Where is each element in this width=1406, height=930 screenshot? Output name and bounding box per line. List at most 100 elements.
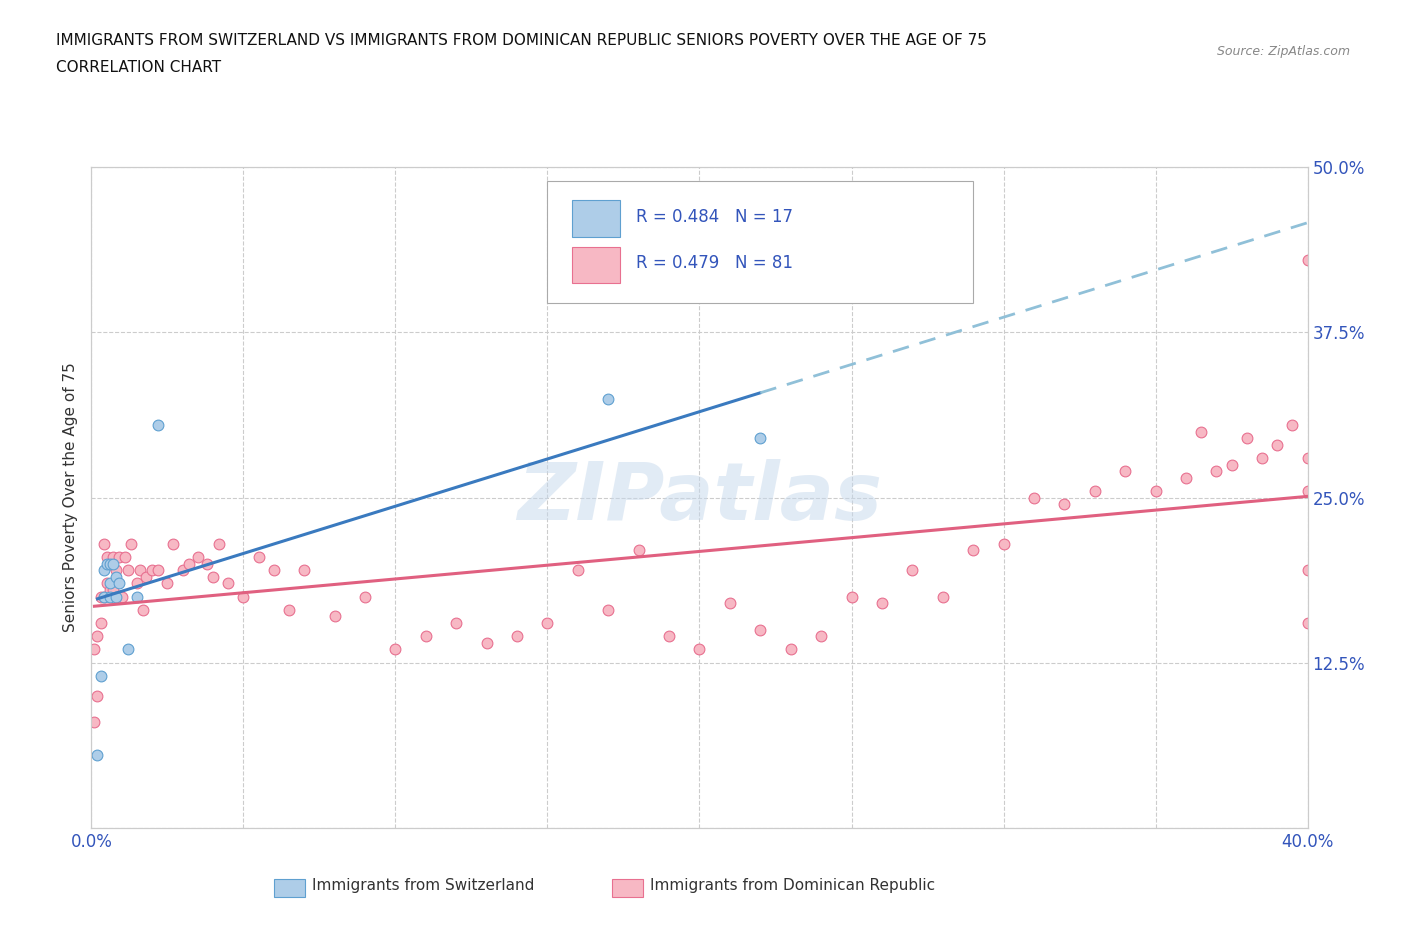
Text: CORRELATION CHART: CORRELATION CHART bbox=[56, 60, 221, 75]
Point bbox=[354, 590, 377, 604]
Point bbox=[93, 537, 115, 551]
Point bbox=[567, 563, 589, 578]
Point bbox=[1084, 484, 1107, 498]
Point bbox=[117, 563, 139, 578]
Point bbox=[1296, 252, 1319, 267]
Point bbox=[292, 563, 315, 578]
Point bbox=[202, 569, 225, 584]
Point bbox=[1174, 471, 1197, 485]
Point bbox=[1205, 464, 1227, 479]
Point bbox=[98, 556, 121, 571]
Point bbox=[86, 748, 108, 763]
Point bbox=[263, 563, 285, 578]
Point bbox=[931, 590, 953, 604]
Point bbox=[627, 543, 650, 558]
Y-axis label: Seniors Poverty Over the Age of 75: Seniors Poverty Over the Age of 75 bbox=[63, 363, 79, 632]
FancyBboxPatch shape bbox=[547, 180, 973, 303]
Point bbox=[208, 537, 231, 551]
Point bbox=[1296, 450, 1319, 465]
Point bbox=[870, 596, 893, 611]
Point bbox=[1265, 437, 1288, 452]
Text: ZIPatlas: ZIPatlas bbox=[517, 458, 882, 537]
Point bbox=[114, 550, 136, 565]
Point bbox=[779, 642, 801, 657]
Point bbox=[172, 563, 194, 578]
Point bbox=[107, 576, 129, 591]
Point bbox=[323, 609, 346, 624]
Point bbox=[993, 537, 1015, 551]
Point bbox=[125, 576, 148, 591]
Point bbox=[718, 596, 741, 611]
Point bbox=[162, 537, 184, 551]
Point bbox=[148, 418, 170, 432]
Point bbox=[1189, 424, 1212, 439]
Point bbox=[98, 582, 121, 597]
Point bbox=[232, 590, 254, 604]
Point bbox=[195, 556, 218, 571]
Point bbox=[598, 392, 620, 406]
Point bbox=[135, 569, 157, 584]
Text: Immigrants from Switzerland: Immigrants from Switzerland bbox=[312, 878, 534, 893]
Point bbox=[101, 582, 124, 597]
Point bbox=[187, 550, 209, 565]
Point bbox=[1144, 484, 1167, 498]
Point bbox=[749, 622, 772, 637]
Point bbox=[658, 629, 681, 644]
Point bbox=[111, 590, 134, 604]
Point bbox=[841, 590, 863, 604]
Text: IMMIGRANTS FROM SWITZERLAND VS IMMIGRANTS FROM DOMINICAN REPUBLIC SENIORS POVERT: IMMIGRANTS FROM SWITZERLAND VS IMMIGRANT… bbox=[56, 33, 987, 47]
Point bbox=[415, 629, 437, 644]
Point bbox=[1296, 616, 1319, 631]
Point bbox=[247, 550, 270, 565]
Point bbox=[125, 590, 148, 604]
Point bbox=[93, 590, 115, 604]
Point bbox=[901, 563, 924, 578]
Point bbox=[1022, 490, 1045, 505]
Point bbox=[98, 590, 121, 604]
Point bbox=[810, 629, 832, 644]
Point bbox=[104, 590, 127, 604]
Point bbox=[98, 556, 121, 571]
FancyBboxPatch shape bbox=[572, 201, 620, 237]
Point bbox=[104, 563, 127, 578]
Point bbox=[475, 635, 498, 650]
Point bbox=[141, 563, 163, 578]
Point bbox=[93, 590, 115, 604]
Point bbox=[278, 603, 301, 618]
Point bbox=[1281, 418, 1303, 432]
Text: Source: ZipAtlas.com: Source: ZipAtlas.com bbox=[1216, 45, 1350, 58]
Point bbox=[132, 603, 155, 618]
Text: R = 0.484   N = 17: R = 0.484 N = 17 bbox=[637, 208, 793, 226]
Point bbox=[217, 576, 239, 591]
Point bbox=[120, 537, 142, 551]
FancyBboxPatch shape bbox=[572, 246, 620, 283]
Text: R = 0.479   N = 81: R = 0.479 N = 81 bbox=[637, 254, 793, 272]
Point bbox=[86, 629, 108, 644]
Point bbox=[129, 563, 152, 578]
Text: Immigrants from Dominican Republic: Immigrants from Dominican Republic bbox=[650, 878, 935, 893]
Point bbox=[1114, 464, 1136, 479]
Point bbox=[598, 603, 620, 618]
Point bbox=[962, 543, 984, 558]
Point bbox=[1251, 450, 1274, 465]
Point bbox=[148, 563, 170, 578]
Point bbox=[83, 714, 105, 729]
Point bbox=[96, 576, 118, 591]
Point bbox=[83, 642, 105, 657]
Point bbox=[1296, 484, 1319, 498]
Point bbox=[101, 550, 124, 565]
Point bbox=[688, 642, 710, 657]
Point bbox=[98, 576, 121, 591]
Point bbox=[1053, 497, 1076, 512]
Point bbox=[1296, 563, 1319, 578]
Point bbox=[749, 431, 772, 445]
Point bbox=[177, 556, 200, 571]
Point bbox=[1220, 458, 1243, 472]
Point bbox=[101, 556, 124, 571]
Point bbox=[536, 616, 558, 631]
Point bbox=[104, 569, 127, 584]
Point bbox=[1236, 431, 1258, 445]
Point bbox=[96, 550, 118, 565]
Point bbox=[89, 669, 111, 684]
Point bbox=[86, 688, 108, 703]
